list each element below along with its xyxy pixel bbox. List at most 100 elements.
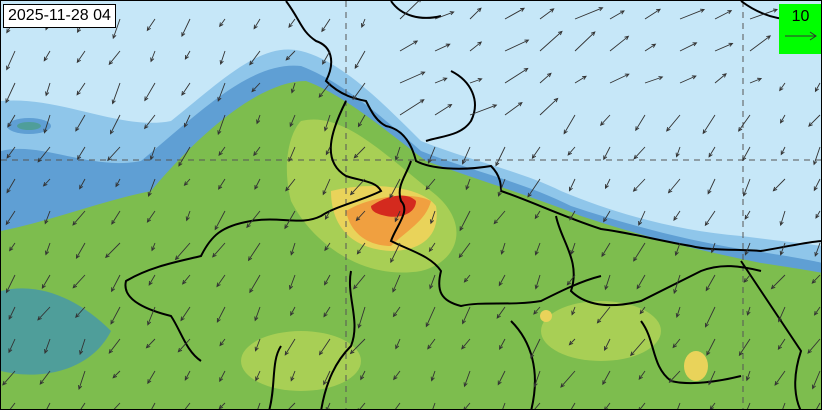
wind-arrow [356,242,366,255]
wind-arrow [115,178,121,188]
wind-arrow [469,41,483,52]
light-green-patch [241,331,361,391]
wind-arrow [147,178,156,197]
wind-arrow [361,18,366,29]
wind-arrow [429,274,436,290]
wind-arrow [574,7,604,20]
wind-arrow [679,42,698,52]
wind-arrow [288,402,296,409]
wind-arrow [181,274,191,285]
timestamp-label: 2025-11-28 04 [3,4,116,28]
wind-arrow [5,210,16,226]
wind-arrow [574,75,587,84]
wind-arrow [635,114,646,132]
wind-arrow [527,178,541,198]
wind-arrow [539,97,559,116]
wind-arrow [461,338,471,350]
wind-arrow [534,402,541,409]
wind-arrow [76,50,86,64]
wind-arrow [44,338,51,355]
wind-arrow [37,146,51,163]
wind-arrow [814,82,821,93]
wind-arrow [502,402,506,409]
wind-arrow [217,82,226,102]
wind-arrow [504,67,529,84]
wind-arrow [705,306,716,328]
wind-arrow [702,114,716,135]
wind-arrow [425,306,436,328]
wind-arrow [181,18,191,38]
wind-arrow [360,370,366,381]
wind-arrow [638,370,646,381]
wind-arrow [463,274,471,283]
wind-arrow [496,306,506,319]
wind-arrow [566,274,576,286]
wind-arrow [216,306,226,323]
wind-arrow [673,210,681,222]
wind-arrow [742,178,751,197]
yellow-patch [684,351,708,381]
wind-arrow [324,274,331,286]
wind-arrow [504,39,530,52]
wind-arrow [807,338,821,354]
wind-arrow [399,99,425,116]
wind-arrow [217,114,226,136]
wind-arrow [253,18,261,30]
wind-arrow [813,178,821,192]
wind-arrow [180,306,191,322]
wind-arrow [778,306,786,323]
wind-arrow [500,242,506,255]
wind-arrow [609,73,630,84]
concentration-field [1,49,821,409]
wind-scale-arrow-icon [785,31,817,41]
wind-arrow [745,370,751,382]
wind-arrow [5,82,16,104]
wind-arrow [144,82,156,102]
wind-arrow [45,82,51,97]
wind-arrow [354,50,366,70]
wind-arrow [567,146,576,156]
wind-arrow [602,370,611,386]
wind-arrow [323,114,331,132]
wind-arrow [148,274,156,286]
wind-arrow [399,71,426,84]
wind-arrow [811,274,821,284]
wind-arrow [146,210,156,223]
wind-arrow [779,114,786,124]
wind-arrow [146,18,156,32]
wind-arrow [249,274,261,294]
wind-arrow [218,178,226,190]
wind-arrow [105,242,121,259]
wind-arrow [429,210,436,225]
wind-arrow [75,114,86,132]
wind-arrow [349,178,366,196]
wind-arrow [570,242,576,255]
wind-arrow [352,82,366,101]
wind-arrow [539,30,563,52]
wind-arrow [6,50,16,71]
wind-arrow [638,402,646,409]
wind-arrow [219,50,226,66]
wind-arrow [151,402,156,409]
wind-arrow [568,338,576,346]
wind-arrow [78,370,86,391]
wind-arrow [177,338,191,353]
wind-arrow [779,242,786,256]
wind-arrow [290,370,296,382]
wind-arrow [318,338,331,356]
wind-arrow [813,306,821,316]
wind-arrow [427,146,436,164]
wind-arrow [257,402,261,409]
wind-arrow [604,274,611,291]
wind-arrow [324,210,331,220]
wind-arrow [782,402,786,409]
wind-arrow [44,242,51,256]
wind-arrow [395,338,401,350]
wind-arrow [110,306,121,325]
wind-arrow [184,370,191,381]
wind-arrow [37,306,51,321]
wind-arrow [539,8,555,20]
wind-arrow [108,50,121,66]
wind-arrow [357,402,366,409]
